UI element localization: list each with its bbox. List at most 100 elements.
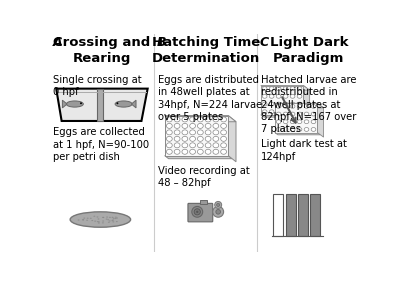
Ellipse shape: [106, 218, 108, 220]
Text: Hatched larvae are
redistributed in
24well plates at
82hpf, N=167 over
7 plates: Hatched larvae are redistributed in 24we…: [261, 75, 356, 134]
Ellipse shape: [304, 120, 309, 124]
Ellipse shape: [70, 212, 131, 227]
Ellipse shape: [283, 110, 288, 114]
Text: Eggs are collected
at 1 hpf, N=90-100
per petri dish: Eggs are collected at 1 hpf, N=90-100 pe…: [53, 127, 149, 162]
Ellipse shape: [269, 95, 274, 98]
Ellipse shape: [102, 217, 104, 218]
Polygon shape: [228, 115, 236, 162]
Ellipse shape: [276, 102, 281, 106]
Ellipse shape: [213, 136, 219, 141]
Bar: [298, 194, 308, 237]
Ellipse shape: [192, 206, 203, 217]
Ellipse shape: [213, 143, 219, 148]
Ellipse shape: [190, 149, 196, 154]
Ellipse shape: [276, 95, 281, 98]
Ellipse shape: [290, 104, 295, 108]
Ellipse shape: [297, 110, 302, 114]
Ellipse shape: [221, 117, 226, 122]
Ellipse shape: [106, 216, 108, 218]
Ellipse shape: [190, 143, 196, 148]
Ellipse shape: [205, 136, 211, 141]
Ellipse shape: [182, 123, 188, 128]
Ellipse shape: [221, 136, 226, 141]
Ellipse shape: [213, 130, 219, 135]
Polygon shape: [165, 115, 228, 156]
Polygon shape: [275, 103, 324, 108]
Ellipse shape: [198, 123, 203, 128]
Ellipse shape: [174, 123, 180, 128]
Ellipse shape: [190, 136, 196, 141]
Ellipse shape: [182, 136, 188, 141]
Polygon shape: [275, 132, 320, 135]
Ellipse shape: [297, 87, 302, 91]
Polygon shape: [165, 115, 236, 122]
Polygon shape: [165, 156, 232, 159]
Ellipse shape: [96, 216, 98, 218]
Ellipse shape: [174, 117, 180, 122]
Ellipse shape: [276, 104, 281, 108]
Ellipse shape: [283, 120, 288, 124]
Text: Video recording at
48 – 82hpf: Video recording at 48 – 82hpf: [158, 166, 250, 188]
Ellipse shape: [290, 112, 295, 116]
Polygon shape: [261, 85, 304, 115]
Ellipse shape: [91, 220, 93, 221]
Ellipse shape: [112, 217, 114, 218]
Ellipse shape: [311, 128, 316, 131]
Ellipse shape: [283, 87, 288, 91]
Polygon shape: [62, 100, 67, 108]
Ellipse shape: [297, 120, 302, 124]
Ellipse shape: [66, 101, 83, 107]
Ellipse shape: [283, 102, 288, 106]
Ellipse shape: [86, 220, 88, 221]
FancyBboxPatch shape: [188, 203, 213, 222]
Ellipse shape: [276, 110, 281, 114]
Ellipse shape: [98, 221, 100, 222]
Ellipse shape: [198, 149, 203, 154]
Ellipse shape: [283, 128, 288, 131]
Ellipse shape: [205, 130, 211, 135]
Ellipse shape: [115, 101, 132, 107]
Ellipse shape: [198, 136, 203, 141]
Ellipse shape: [198, 143, 203, 148]
Ellipse shape: [166, 143, 172, 148]
Ellipse shape: [269, 87, 274, 91]
Text: Light dark test at
124hpf: Light dark test at 124hpf: [261, 140, 347, 162]
Ellipse shape: [262, 102, 267, 106]
Text: C: C: [260, 36, 269, 49]
Ellipse shape: [112, 221, 114, 222]
Ellipse shape: [297, 104, 302, 108]
Text: Hatching Time
Determination: Hatching Time Determination: [152, 36, 260, 65]
Bar: [200, 200, 207, 204]
Ellipse shape: [290, 87, 295, 91]
Ellipse shape: [87, 218, 89, 219]
Ellipse shape: [213, 117, 219, 122]
Ellipse shape: [107, 219, 109, 220]
Ellipse shape: [304, 112, 309, 116]
Ellipse shape: [166, 149, 172, 154]
Ellipse shape: [182, 117, 188, 122]
Ellipse shape: [115, 216, 117, 218]
Ellipse shape: [182, 143, 188, 148]
Ellipse shape: [116, 102, 118, 104]
Ellipse shape: [205, 117, 211, 122]
Ellipse shape: [205, 143, 211, 148]
Ellipse shape: [194, 209, 200, 215]
Ellipse shape: [311, 112, 316, 116]
Ellipse shape: [97, 221, 99, 222]
Ellipse shape: [276, 120, 281, 124]
Ellipse shape: [290, 120, 295, 124]
Polygon shape: [131, 100, 136, 108]
Ellipse shape: [205, 149, 211, 154]
Ellipse shape: [166, 123, 172, 128]
Ellipse shape: [213, 149, 219, 154]
Ellipse shape: [290, 128, 295, 131]
Ellipse shape: [221, 149, 226, 154]
Text: A: A: [52, 36, 62, 49]
Ellipse shape: [98, 218, 100, 220]
Ellipse shape: [174, 130, 180, 135]
Ellipse shape: [109, 217, 111, 218]
Ellipse shape: [108, 222, 110, 223]
Ellipse shape: [297, 128, 302, 131]
Ellipse shape: [311, 120, 316, 124]
Ellipse shape: [283, 104, 288, 108]
